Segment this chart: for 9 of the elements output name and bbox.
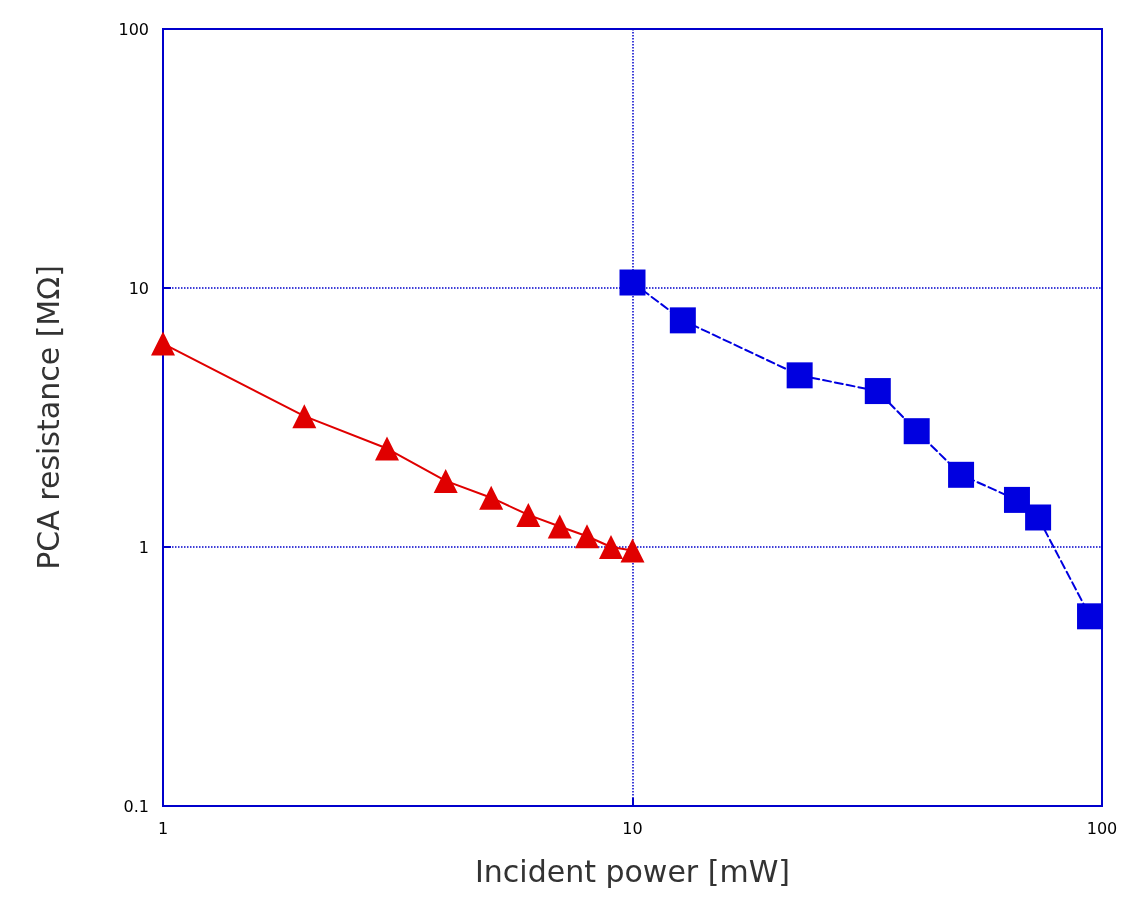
x-tick-label: 100 bbox=[1086, 818, 1118, 838]
y-axis-title: PCA resistance [MΩ] bbox=[30, 265, 66, 570]
y-tick-label: 10 bbox=[128, 278, 149, 298]
y-tick-label: 1 bbox=[138, 537, 149, 557]
x-axis-title: Incident power [mW] bbox=[474, 853, 791, 889]
y-tick-label: 0.1 bbox=[123, 796, 149, 816]
x-tick-label: 10 bbox=[622, 818, 643, 838]
x-tick-label: 1 bbox=[157, 818, 169, 838]
y-tick-label: 100 bbox=[118, 19, 149, 39]
